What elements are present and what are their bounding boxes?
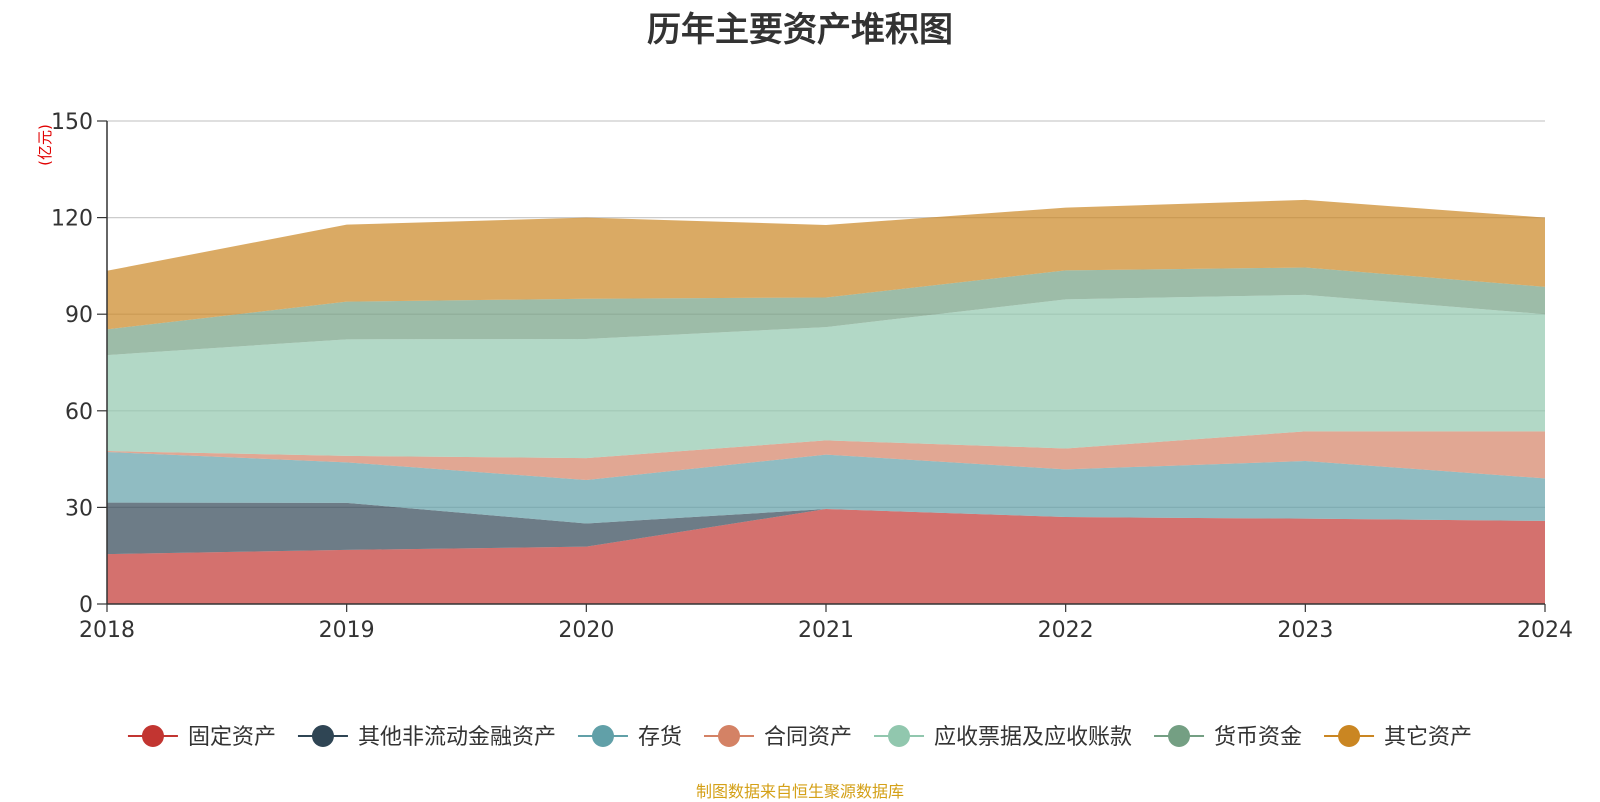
legend-label: 应收票据及应收账款 [934, 725, 1132, 750]
y-tick-label: 60 [65, 400, 93, 425]
y-tick-label: 30 [65, 496, 93, 521]
x-tick-label: 2020 [558, 618, 614, 643]
legend-marker [311, 725, 334, 747]
legend-item-存货[interactable]: 存货 [577, 725, 682, 750]
legend-item-应收票据及应收账款[interactable]: 应收票据及应收账款 [874, 725, 1132, 750]
x-tick-label: 2021 [798, 618, 854, 643]
x-tick-label: 2019 [319, 618, 375, 643]
legend-marker [141, 725, 164, 747]
legend-label: 货币资金 [1214, 725, 1302, 750]
area-series [107, 199, 1545, 604]
legend-item-合同资产[interactable]: 合同资产 [703, 725, 852, 750]
legend-item-固定资产[interactable]: 固定资产 [127, 725, 276, 750]
legend-marker [717, 725, 740, 747]
y-tick-label: 90 [65, 303, 93, 328]
area-series-其他非流动金融资产 [107, 502, 1545, 555]
legend-marker [1168, 725, 1191, 747]
legend-marker [591, 725, 614, 747]
area-series-存货 [107, 452, 1545, 524]
legend-item-其他非流动金融资产[interactable]: 其他非流动金融资产 [297, 725, 556, 750]
x-tick-label: 2022 [1038, 618, 1094, 643]
x-tick-label: 2018 [79, 618, 135, 643]
legend-label: 其他非流动金融资产 [358, 725, 556, 750]
legend-label: 合同资产 [764, 725, 852, 750]
legend: 固定资产 其他非流动金融资产 存货 合同资产 应收票据及应收账款 货币资金 其它资产 [127, 725, 1472, 750]
legend-label: 存货 [638, 725, 682, 750]
legend-label: 其它资产 [1384, 725, 1472, 750]
y-axis-unit-label: (亿元) [36, 124, 54, 166]
area-series-其它资产 [107, 199, 1545, 330]
x-tick-label: 2023 [1277, 618, 1333, 643]
source-note: 制图数据来自恒生聚源数据库 [695, 782, 904, 801]
y-tick-label: 0 [79, 593, 93, 618]
area-series-货币资金 [107, 267, 1545, 356]
legend-item-其它资产[interactable]: 其它资产 [1324, 725, 1472, 750]
x-tick-label: 2024 [1517, 618, 1573, 643]
axes: 0 30 60 90 120 150 2018 2019 2020 2021 2022 2023 202… [51, 110, 1573, 643]
chart-title: 历年主要资产堆积图 [647, 10, 953, 50]
area-series-固定资产 [107, 509, 1545, 604]
y-tick-label: 120 [51, 207, 93, 232]
y-tick-label: 150 [51, 110, 93, 135]
legend-item-货币资金[interactable]: 货币资金 [1154, 725, 1302, 750]
legend-label: 固定资产 [188, 725, 276, 750]
area-series-应收票据及应收账款 [107, 294, 1545, 459]
legend-marker [1338, 725, 1361, 747]
area-series-合同资产 [107, 431, 1545, 481]
legend-marker [888, 725, 911, 747]
